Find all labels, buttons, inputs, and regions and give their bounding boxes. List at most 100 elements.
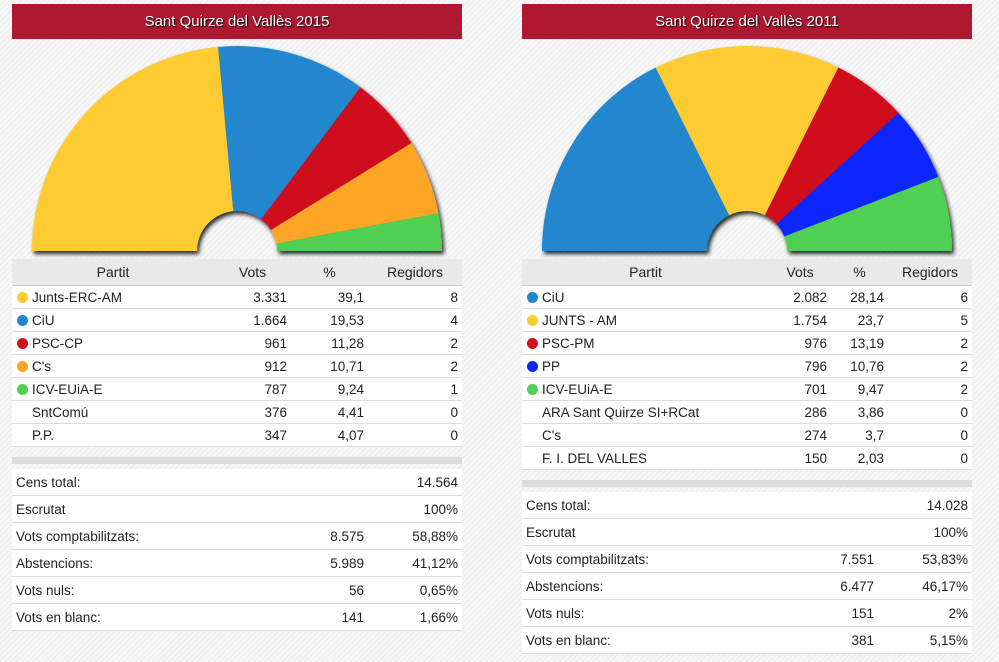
summary-row: Cens total: 14.564 bbox=[12, 469, 462, 496]
pct-cell: 9,47 bbox=[831, 377, 888, 401]
col-seats: Regidors bbox=[368, 259, 462, 286]
party-row: JUNTS - AM 1.754 23,7 5 bbox=[522, 308, 972, 332]
party-cell: ICV-EUiA-E bbox=[12, 377, 214, 401]
seats-cell: 6 bbox=[888, 285, 972, 309]
results-body: Junts-ERC-AM 3.331 39,1 8 CiU 1.664 19,53 4 PSC-… bbox=[12, 285, 462, 447]
summary-pct: 5,15% bbox=[878, 626, 972, 654]
party-color-dot-icon bbox=[527, 314, 538, 326]
party-color-dot-icon bbox=[17, 383, 28, 395]
hemicycle-chart-2015 bbox=[12, 39, 462, 259]
party-name: P.P. bbox=[32, 427, 55, 443]
party-name: Junts-ERC-AM bbox=[32, 289, 123, 305]
party-name: ICV-EUiA-E bbox=[32, 381, 103, 397]
summary-value bbox=[310, 495, 368, 523]
hemicycle-slice-ciu bbox=[218, 45, 361, 220]
summary-label: Vots en blanc: bbox=[12, 603, 310, 631]
party-row: SntComú 376 4,41 0 bbox=[12, 400, 462, 424]
summary-label: Vots comptabilitzats: bbox=[12, 522, 310, 550]
party-row: PSC-PM 976 13,19 2 bbox=[522, 331, 972, 355]
hemicycle-slice-psc-cp bbox=[261, 87, 412, 230]
party-name: PP bbox=[542, 358, 561, 374]
col-party: Partit bbox=[12, 259, 214, 286]
seats-cell: 2 bbox=[368, 354, 462, 378]
party-row: F. I. DEL VALLES 150 2,03 0 bbox=[522, 446, 972, 470]
party-color-dot-icon bbox=[527, 453, 538, 464]
votes-cell: 1.754 bbox=[769, 308, 831, 332]
results-panel-2015: Sant Quirze del Vallès 2015 Partit Vots … bbox=[12, 4, 462, 631]
col-party: Partit bbox=[522, 259, 769, 286]
votes-cell: 286 bbox=[769, 400, 831, 424]
hemicycle-slice-junts-am bbox=[655, 45, 839, 216]
seats-cell: 8 bbox=[368, 285, 462, 309]
divider bbox=[12, 457, 462, 464]
seats-cell: 2 bbox=[368, 331, 462, 355]
summary-value: 141 bbox=[310, 603, 368, 631]
pct-cell: 23,7 bbox=[831, 308, 888, 332]
pct-cell: 4,41 bbox=[291, 400, 368, 424]
summary-pct: 2% bbox=[878, 599, 972, 627]
pct-cell: 4,07 bbox=[291, 423, 368, 447]
party-name: CiU bbox=[32, 312, 55, 328]
summary-table: Cens total: 14.028 Escrutat 100% Vots compta… bbox=[522, 492, 972, 654]
pct-cell: 19,53 bbox=[291, 308, 368, 332]
pct-cell: 10,71 bbox=[291, 354, 368, 378]
summary-pct: 14.028 bbox=[878, 492, 972, 519]
pct-cell: 9,24 bbox=[291, 377, 368, 401]
party-color-dot-icon bbox=[527, 360, 538, 372]
party-name: ARA Sant Quirze SI+RCat bbox=[542, 404, 700, 420]
party-color-dot-icon bbox=[17, 291, 28, 303]
summary-row: Vots comptabilitzats: 8.575 58,88% bbox=[12, 522, 462, 550]
summary-pct: 53,83% bbox=[878, 545, 972, 573]
party-cell: P.P. bbox=[12, 423, 214, 447]
party-color-dot-icon bbox=[17, 407, 28, 418]
votes-cell: 150 bbox=[769, 446, 831, 470]
party-row: P.P. 347 4,07 0 bbox=[12, 423, 462, 447]
party-row: CiU 2.082 28,14 6 bbox=[522, 285, 972, 309]
seats-cell: 0 bbox=[888, 446, 972, 470]
results-header-row: Partit Vots % Regidors bbox=[12, 259, 462, 286]
party-cell: ARA Sant Quirze SI+RCat bbox=[522, 400, 769, 424]
party-cell: F. I. DEL VALLES bbox=[522, 446, 769, 470]
summary-body: Cens total: 14.028 Escrutat 100% Vots compta… bbox=[522, 492, 972, 654]
seats-cell: 5 bbox=[888, 308, 972, 332]
hemicycle-slice-junts-erc-am bbox=[32, 46, 234, 251]
summary-row: Escrutat 100% bbox=[522, 518, 972, 546]
col-pct: % bbox=[831, 259, 888, 286]
party-row: ARA Sant Quirze SI+RCat 286 3,86 0 bbox=[522, 400, 972, 424]
seats-cell: 0 bbox=[368, 423, 462, 447]
col-votes: Vots bbox=[214, 259, 291, 286]
party-color-dot-icon bbox=[527, 430, 538, 441]
seats-cell: 2 bbox=[888, 377, 972, 401]
party-color-dot-icon bbox=[527, 407, 538, 418]
summary-label: Vots en blanc: bbox=[522, 626, 820, 654]
party-cell: JUNTS - AM bbox=[522, 308, 769, 332]
party-color-dot-icon bbox=[17, 337, 28, 349]
summary-value: 6.477 bbox=[820, 572, 878, 600]
party-color-dot-icon bbox=[17, 360, 28, 372]
party-cell: ICV-EUiA-E bbox=[522, 377, 769, 401]
hemicycle-chart-2011 bbox=[522, 39, 972, 259]
party-color-dot-icon bbox=[17, 314, 28, 326]
party-name: PSC-CP bbox=[32, 335, 84, 351]
col-seats: Regidors bbox=[888, 259, 972, 286]
summary-table: Cens total: 14.564 Escrutat 100% Vots compta… bbox=[12, 469, 462, 631]
summary-row: Abstencions: 5.989 41,12% bbox=[12, 549, 462, 577]
summary-label: Vots nuls: bbox=[522, 599, 820, 627]
summary-label: Escrutat bbox=[522, 518, 820, 546]
votes-cell: 376 bbox=[214, 400, 291, 424]
votes-cell: 787 bbox=[214, 377, 291, 401]
summary-body: Cens total: 14.564 Escrutat 100% Vots compta… bbox=[12, 469, 462, 631]
summary-pct: 41,12% bbox=[368, 549, 462, 577]
party-row: ICV-EUiA-E 701 9,47 2 bbox=[522, 377, 972, 401]
party-color-dot-icon bbox=[17, 430, 28, 441]
summary-row: Vots comptabilitzats: 7.551 53,83% bbox=[522, 545, 972, 573]
summary-value: 381 bbox=[820, 626, 878, 654]
summary-pct: 100% bbox=[368, 495, 462, 523]
summary-pct: 1,66% bbox=[368, 603, 462, 631]
summary-row: Vots en blanc: 381 5,15% bbox=[522, 626, 972, 654]
party-name: C's bbox=[542, 427, 562, 443]
results-header-row: Partit Vots % Regidors bbox=[522, 259, 972, 286]
party-row: C's 912 10,71 2 bbox=[12, 354, 462, 378]
seats-cell: 0 bbox=[368, 400, 462, 424]
party-cell: CiU bbox=[12, 308, 214, 332]
